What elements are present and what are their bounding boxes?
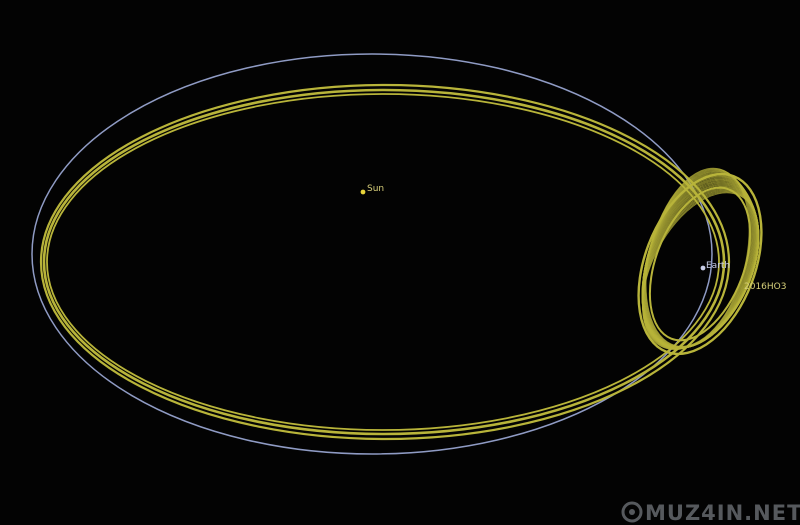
- asteroid-orbit-band: [39, 83, 731, 441]
- earth-orbit: [31, 53, 713, 455]
- asteroid-orbit-outer: [39, 83, 731, 441]
- quasi-satellite-loop-rim: [648, 186, 752, 342]
- sun-marker: [360, 189, 366, 195]
- watermark-logo-center-icon: [629, 509, 635, 515]
- earth-label: Earth: [706, 261, 730, 271]
- quasi-satellite-loop-rim: [637, 172, 763, 356]
- earth-marker: [700, 265, 706, 271]
- watermark: MUZ4IN.NET: [621, 501, 800, 525]
- asteroid-orbit-middle: [42, 88, 726, 436]
- sun-label: Sun: [367, 184, 384, 194]
- watermark-logo-icon: [621, 501, 643, 523]
- watermark-text: MUZ4IN.NET: [645, 501, 800, 525]
- asteroid-orbit-inner: [46, 93, 720, 431]
- quasi-satellite-loops: [637, 167, 763, 356]
- asteroid-label: 2016HO3: [744, 282, 786, 292]
